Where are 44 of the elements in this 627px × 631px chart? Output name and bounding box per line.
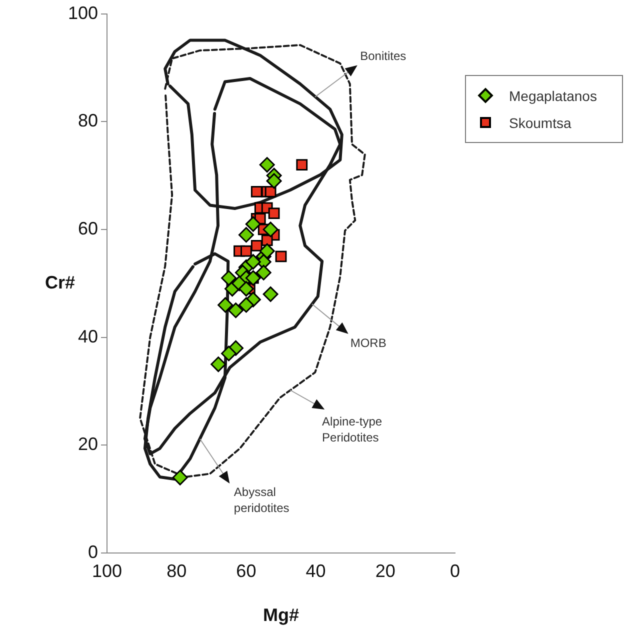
point	[256, 264, 272, 280]
point	[266, 173, 282, 189]
x-tick-label: 0	[450, 560, 460, 581]
point	[259, 243, 275, 259]
point	[238, 297, 254, 313]
point	[238, 227, 254, 243]
point	[245, 216, 261, 232]
x-tick-label: 40	[306, 560, 326, 581]
y-axis-title: Cr#	[44, 272, 76, 292]
y-tick-label: 40	[78, 326, 98, 346]
y-tick-label: 80	[78, 110, 98, 131]
point	[262, 286, 278, 302]
point	[268, 208, 280, 220]
x-axis-title: Mg#	[263, 605, 299, 626]
point	[264, 186, 276, 198]
point	[210, 356, 226, 372]
y-tick-label: 60	[78, 218, 98, 238]
y-tick-label: 20	[78, 434, 98, 454]
point	[228, 302, 244, 318]
x-tick-label: 20	[375, 560, 396, 581]
point	[275, 250, 287, 262]
point	[250, 240, 262, 252]
y-tick-label: 0	[88, 542, 98, 562]
point	[218, 297, 234, 313]
point	[238, 281, 254, 297]
annotation: Abyssal peridotites	[234, 485, 290, 515]
point	[296, 159, 308, 170]
legend-label: Skoumtsa	[509, 114, 572, 130]
point	[172, 470, 188, 486]
point	[262, 222, 278, 238]
x-tick-label: 100	[92, 560, 122, 581]
point	[259, 157, 275, 173]
point	[240, 245, 252, 257]
annotation: Alpine-type Peridotites	[322, 414, 382, 444]
point	[245, 254, 261, 270]
y-tick-label: 100	[68, 2, 98, 23]
x-tick-label: 60	[236, 560, 256, 581]
point	[221, 346, 237, 362]
point	[221, 270, 237, 286]
point	[250, 186, 262, 198]
x-tick-label: 80	[166, 560, 187, 581]
annotation: Bonitites	[360, 49, 406, 64]
annotation: MORB	[350, 336, 386, 350]
legend-label: Megaplatanos	[509, 88, 597, 104]
